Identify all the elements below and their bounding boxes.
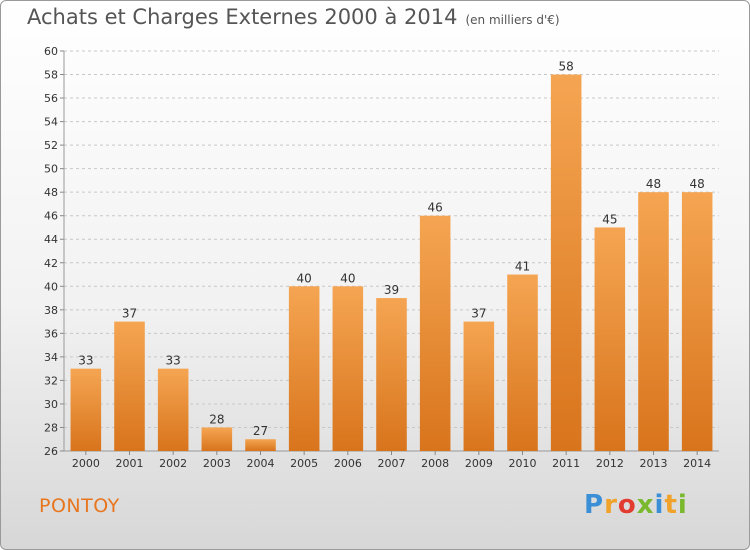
y-tick-label: 50 <box>44 163 58 176</box>
bar-2001 <box>114 321 145 451</box>
x-tick-label: 2000 <box>72 457 100 470</box>
y-tick-label: 28 <box>44 421 58 434</box>
bar-2004 <box>245 439 276 451</box>
x-tick-label: 2011 <box>552 457 580 470</box>
y-tick-label: 54 <box>44 116 58 129</box>
data-labels: 33 37 33 28 27 40 40 39 46 37 41 58 45 48 48 <box>78 60 705 439</box>
y-tick-label: 32 <box>44 374 58 387</box>
y-tick-label: 30 <box>44 398 58 411</box>
y-tick-label: 36 <box>44 327 58 340</box>
y-tick-label: 58 <box>44 69 58 82</box>
x-tick-label: 2004 <box>247 457 275 470</box>
data-label-2002: 33 <box>166 354 181 368</box>
logo-letter: x <box>636 490 655 520</box>
data-label-2012: 45 <box>602 212 617 226</box>
y-tick-label: 52 <box>44 139 58 152</box>
chart-title: Achats et Charges Externes 2000 à 2014 (e… <box>27 5 560 29</box>
x-tick-label: 2002 <box>159 457 187 470</box>
x-tick-label: 2009 <box>465 457 493 470</box>
x-tick-label: 2008 <box>421 457 449 470</box>
proxiti-logo: Proxiti <box>584 490 688 520</box>
bar-2005 <box>288 286 320 451</box>
y-tick-label: 40 <box>44 280 58 293</box>
logo-letter: i <box>677 490 688 520</box>
bar-2000 <box>70 368 102 451</box>
bar-2009 <box>463 321 495 451</box>
logo-letter: i <box>654 490 665 520</box>
x-tick-label: 2001 <box>116 457 144 470</box>
data-label-2000: 33 <box>78 354 93 368</box>
y-tick-label: 26 <box>44 445 58 458</box>
chart-title-text: Achats et Charges Externes 2000 à 2014 <box>27 5 458 29</box>
y-tick-label: 56 <box>44 92 58 105</box>
logo-letter: P <box>584 490 605 520</box>
bar-2008 <box>419 215 451 451</box>
y-tick-label: 44 <box>44 233 58 246</box>
bar-2011 <box>550 74 582 451</box>
bar-2013 <box>638 192 669 452</box>
y-tick-label: 46 <box>44 210 58 223</box>
bar-2010 <box>507 274 538 451</box>
data-label-2010: 41 <box>515 260 530 274</box>
data-label-2014: 48 <box>690 177 705 191</box>
x-tick-label: 2007 <box>378 457 406 470</box>
x-tick-label: 2012 <box>596 457 624 470</box>
data-label-2004: 27 <box>253 424 268 438</box>
data-label-2013: 48 <box>646 177 661 191</box>
data-label-2007: 39 <box>384 283 399 297</box>
data-label-2006: 40 <box>340 271 355 285</box>
data-label-2008: 46 <box>428 201 443 215</box>
logo-letter: r <box>604 490 618 520</box>
y-tick-label: 42 <box>44 257 58 270</box>
y-tick-label: 60 <box>44 45 58 58</box>
y-tick-label: 38 <box>44 304 58 317</box>
bar-2002 <box>157 368 189 451</box>
logo-letter: o <box>617 490 637 520</box>
bar-2014 <box>681 192 713 452</box>
data-label-2001: 37 <box>122 307 137 321</box>
chart-subtitle: (en milliers d'€) <box>465 13 560 27</box>
data-label-2003: 28 <box>209 412 224 426</box>
bars <box>70 74 713 452</box>
bar-2003 <box>201 427 233 451</box>
bar-2012 <box>594 227 626 451</box>
x-tick-label: 2003 <box>203 457 231 470</box>
data-label-2011: 58 <box>559 60 574 74</box>
data-label-2009: 37 <box>471 307 486 321</box>
bar-2007 <box>376 298 407 451</box>
x-tick-label: 2010 <box>509 457 537 470</box>
x-tick-label: 2006 <box>334 457 362 470</box>
y-tick-label: 34 <box>44 351 58 364</box>
bar-2006 <box>332 286 364 451</box>
x-tick-label: 2014 <box>683 457 711 470</box>
logo-letter: t <box>664 490 678 520</box>
commune-name: PONTOY <box>39 495 120 517</box>
x-tick-label: 2005 <box>290 457 318 470</box>
y-tick-label: 48 <box>44 186 58 199</box>
x-tick-label: 2013 <box>640 457 668 470</box>
data-label-2005: 40 <box>297 271 312 285</box>
